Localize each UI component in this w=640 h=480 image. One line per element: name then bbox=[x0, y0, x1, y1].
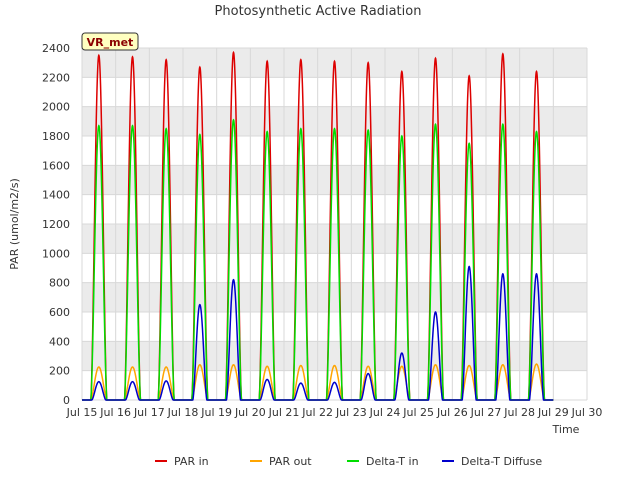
legend: PAR in PAR out Delta-T in Delta-T Diffuse bbox=[155, 455, 542, 468]
x-tick-label: Jul 26 bbox=[436, 406, 468, 419]
legend-label: Delta-T in bbox=[366, 455, 419, 468]
x-tick-label: Jul 29 bbox=[537, 406, 569, 419]
x-tick-label: Jul 17 bbox=[133, 406, 165, 419]
y-tick-label: 400 bbox=[49, 335, 70, 348]
grid-band bbox=[82, 224, 587, 254]
x-tick-label: Jul 18 bbox=[167, 406, 199, 419]
x-tick-label: Jul 28 bbox=[503, 406, 535, 419]
y-tick-label: 1200 bbox=[42, 218, 70, 231]
x-tick-label: Jul 15 bbox=[66, 406, 98, 419]
grid-band bbox=[82, 282, 587, 312]
series-line-delta-t-diffuse bbox=[82, 265, 554, 401]
y-tick-label: 2200 bbox=[42, 71, 70, 84]
legend-label: PAR out bbox=[269, 455, 312, 468]
y-axis-label: PAR (umol/m2/s) bbox=[8, 178, 21, 270]
x-tick-label: Jul 20 bbox=[234, 406, 266, 419]
x-axis-label: Time bbox=[552, 423, 580, 436]
y-axis-ticks: 0 200 400 600 800 1000 1200 1400 1600 1800 2000 220… bbox=[42, 42, 70, 407]
grid-bands bbox=[82, 48, 587, 371]
x-tick-label: Jul 21 bbox=[268, 406, 300, 419]
x-axis-ticks: Jul 15 Jul 16 Jul 17 Jul 18 Jul 19 Jul 20 Jul … bbox=[66, 406, 603, 419]
y-tick-label: 1600 bbox=[42, 159, 70, 172]
x-tick-label: Jul 24 bbox=[369, 406, 401, 419]
y-tick-label: 0 bbox=[63, 394, 70, 407]
y-tick-label: 800 bbox=[49, 277, 70, 290]
legend-label: PAR in bbox=[174, 455, 209, 468]
x-tick-label: Jul 23 bbox=[335, 406, 367, 419]
y-tick-label: 2000 bbox=[42, 101, 70, 114]
site-label: VR_met bbox=[87, 36, 134, 49]
y-tick-label: 1400 bbox=[42, 189, 70, 202]
y-tick-label: 2400 bbox=[42, 42, 70, 55]
y-tick-label: 1000 bbox=[42, 247, 70, 260]
x-tick-label: Jul 19 bbox=[200, 406, 232, 419]
chart-title: Photosynthetic Active Radiation bbox=[215, 4, 422, 19]
series-layer bbox=[82, 50, 554, 401]
y-tick-label: 200 bbox=[49, 365, 70, 378]
y-tick-label: 600 bbox=[49, 306, 70, 319]
legend-label: Delta-T Diffuse bbox=[461, 455, 542, 468]
x-tick-label: Jul 25 bbox=[402, 406, 434, 419]
x-tick-label: Jul 16 bbox=[99, 406, 131, 419]
x-tick-label: Jul 22 bbox=[301, 406, 333, 419]
site-label-box: VR_met bbox=[81, 32, 139, 51]
y-tick-label: 1800 bbox=[42, 130, 70, 143]
grid-lines bbox=[81, 47, 588, 401]
x-tick-label: Jul 27 bbox=[470, 406, 502, 419]
x-tick-label: Jul 30 bbox=[571, 406, 603, 419]
grid-band bbox=[82, 165, 587, 195]
